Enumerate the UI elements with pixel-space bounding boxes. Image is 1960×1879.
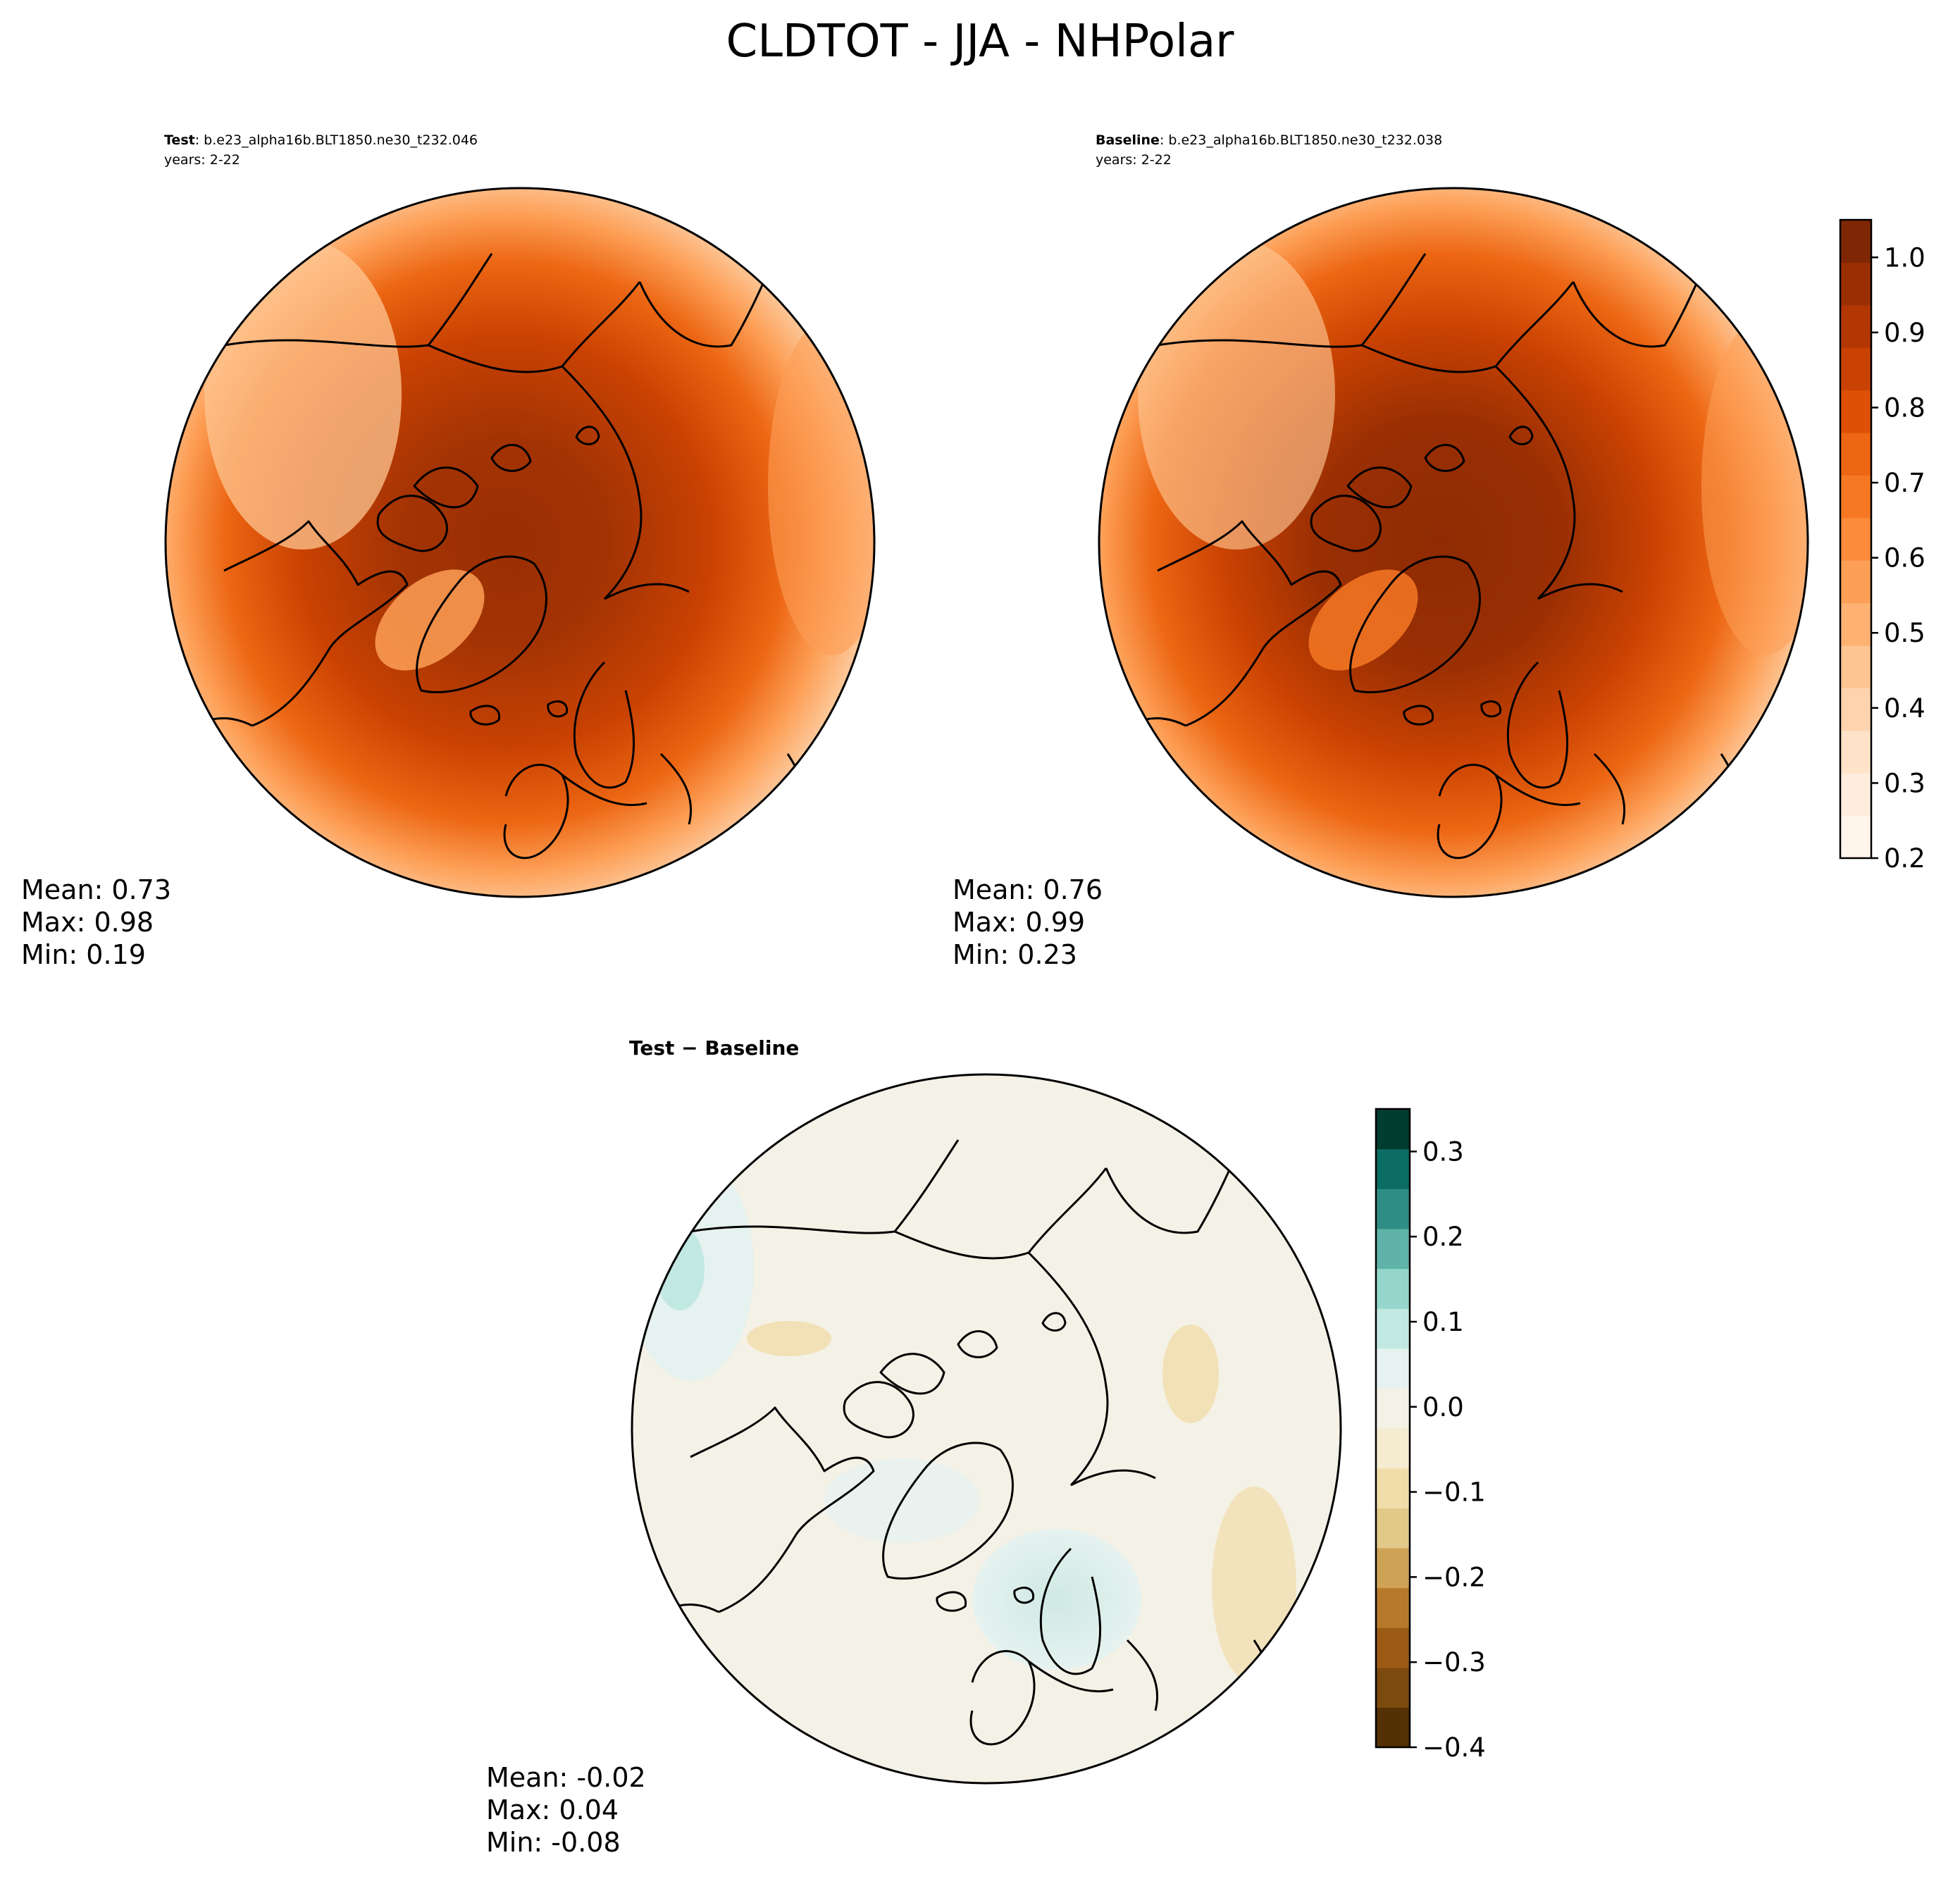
test-field-greenland [375, 569, 485, 671]
colorbar-diff-tick-label: 0.1 [1422, 1307, 1464, 1337]
colorbar-main-swatch [1840, 688, 1871, 731]
colorbar-main-swatch [1840, 602, 1871, 646]
colorbar-diff-swatch [1376, 1508, 1410, 1549]
colorbar-diff: −0.4 −0.3 −0.2 −0.1 0.0 0.1 0.2 0.3 [1375, 1108, 1486, 1763]
colorbar-diff-swatch [1376, 1348, 1410, 1389]
test-min: Min: 0.19 [21, 939, 146, 970]
colorbar-main-tick-label: 0.7 [1884, 468, 1925, 498]
colorbar-diff-swatch [1376, 1468, 1410, 1508]
test-stats: Mean: 0.73 Max: 0.98 Min: 0.19 [21, 874, 171, 970]
panel-test: Test: b.e23_alpha16b.BLT1850.ne30_t232.0… [21, 132, 876, 970]
colorbar-main-swatch [1840, 475, 1871, 519]
colorbar-main-swatch [1840, 220, 1871, 263]
difference-field-negative-north [747, 1321, 831, 1356]
test-header-label: Test [164, 132, 195, 148]
difference-max: Max: 0.04 [486, 1794, 619, 1825]
test-years: years: 2-22 [164, 152, 240, 168]
colorbar-diff-swatch [1376, 1388, 1410, 1429]
difference-stats: Mean: -0.02 Max: 0.04 Min: -0.08 [486, 1762, 646, 1858]
colorbar-diff-swatch [1376, 1547, 1410, 1589]
baseline-min: Min: 0.23 [953, 939, 1077, 970]
difference-mean: Mean: -0.02 [486, 1762, 646, 1793]
baseline-mean: Mean: 0.76 [953, 874, 1103, 905]
colorbar-diff-outline [1375, 1108, 1411, 1749]
difference-map-border [631, 1073, 1342, 1785]
test-header: Test: b.e23_alpha16b.BLT1850.ne30_t232.0… [164, 132, 478, 148]
colorbar-main-outline [1839, 218, 1873, 860]
colorbar-main-tick-label: 0.8 [1884, 392, 1925, 423]
panel-baseline: Baseline: b.e23_alpha16b.BLT1850.ne30_t2… [953, 132, 1809, 970]
colorbar-main-tick-label: 0.6 [1884, 543, 1925, 573]
difference-header: Test − Baseline [629, 1036, 799, 1060]
difference-field-positive-europe [972, 1529, 1141, 1670]
colorbar-main-swatch [1840, 773, 1871, 817]
colorbar-diff-tick-label: −0.4 [1422, 1732, 1486, 1763]
colorbar-diff-swatch [1376, 1268, 1410, 1309]
test-max: Max: 0.98 [21, 907, 154, 938]
colorbar-main-swatch [1840, 304, 1871, 348]
difference-min: Min: -0.08 [486, 1827, 621, 1858]
baseline-stats: Mean: 0.76 Max: 0.99 Min: 0.23 [953, 874, 1103, 970]
colorbar-diff-tick-label: 0.2 [1422, 1222, 1464, 1252]
difference-field-negative-southeast [1212, 1487, 1296, 1684]
colorbar-main-swatch [1840, 517, 1871, 561]
test-map-border [164, 187, 876, 898]
colorbar-main-swatch [1840, 262, 1871, 306]
panel-difference: Test − Baseline Mean: -0.02 Max: 0.04 Mi… [486, 1036, 1342, 1858]
baseline-header-case: : b.e23_alpha16b.BLT1850.ne30_t232.038 [1160, 132, 1442, 148]
baseline-max: Max: 0.99 [953, 907, 1085, 938]
colorbar-diff-tick-label: −0.3 [1422, 1647, 1486, 1678]
colorbar-diff-swatch [1376, 1109, 1410, 1150]
colorbar-diff-swatch [1376, 1707, 1410, 1748]
difference-field [632, 1074, 1341, 1783]
colorbar-main-tick-label: 0.3 [1884, 768, 1925, 798]
colorbar-main-tick-label: 0.9 [1884, 318, 1925, 348]
baseline-field-low-cloud-west [1138, 240, 1335, 550]
colorbar-diff-swatch [1376, 1148, 1410, 1189]
colorbar-main-swatch [1840, 390, 1871, 433]
colorbar-diff-swatch [1376, 1428, 1410, 1469]
colorbar-diff-tick-label: 0.0 [1422, 1392, 1464, 1422]
colorbar-diff-swatch [1376, 1627, 1410, 1668]
colorbar-main-tick-label: 0.5 [1884, 618, 1925, 648]
test-map [166, 188, 874, 897]
colorbar-diff-swatch [1376, 1587, 1410, 1628]
colorbar-main-swatch [1840, 433, 1871, 476]
test-field-low-cloud-east [768, 317, 874, 655]
colorbar-main-swatch [1840, 560, 1871, 604]
baseline-field-low-cloud-east [1701, 317, 1808, 655]
colorbar-diff-swatch [1376, 1667, 1410, 1708]
colorbar-diff-tick-label: −0.2 [1422, 1562, 1486, 1592]
colorbar-main-tick-label: 1.0 [1884, 242, 1925, 273]
colorbar-diff-swatch [1376, 1228, 1410, 1270]
baseline-header-label: Baseline [1096, 132, 1160, 148]
baseline-field-greenland [1308, 569, 1418, 671]
colorbar-main-tick-label: 0.2 [1884, 843, 1925, 874]
colorbar-main-tick-label: 0.4 [1884, 693, 1925, 724]
figure-title: CLDTOT - JJA - NHPolar [726, 15, 1235, 68]
colorbar-diff-swatch [1376, 1189, 1410, 1229]
colorbar-main-swatch [1840, 347, 1871, 391]
difference-field-negative-east [1162, 1325, 1219, 1423]
colorbar-main-swatch [1840, 645, 1871, 688]
colorbar-diff-swatch [1376, 1308, 1410, 1349]
test-field-low-cloud-west [204, 240, 402, 550]
colorbar-main: 0.2 0.3 0.4 0.5 0.6 0.7 0.8 0.9 1.0 [1839, 218, 1925, 874]
baseline-map-border [1098, 187, 1809, 898]
difference-field-positive-core [655, 1226, 705, 1310]
test-header-case: : b.e23_alpha16b.BLT1850.ne30_t232.046 [195, 132, 478, 148]
colorbar-main-swatch [1840, 815, 1871, 859]
baseline-header: Baseline: b.e23_alpha16b.BLT1850.ne30_t2… [1096, 132, 1442, 148]
colorbar-diff-tick-label: 0.3 [1422, 1136, 1464, 1167]
colorbar-main-swatch [1840, 730, 1871, 774]
baseline-years: years: 2-22 [1096, 152, 1172, 168]
colorbar-diff-tick-label: −0.1 [1422, 1477, 1486, 1508]
test-mean: Mean: 0.73 [21, 874, 171, 905]
baseline-map [1099, 188, 1808, 897]
